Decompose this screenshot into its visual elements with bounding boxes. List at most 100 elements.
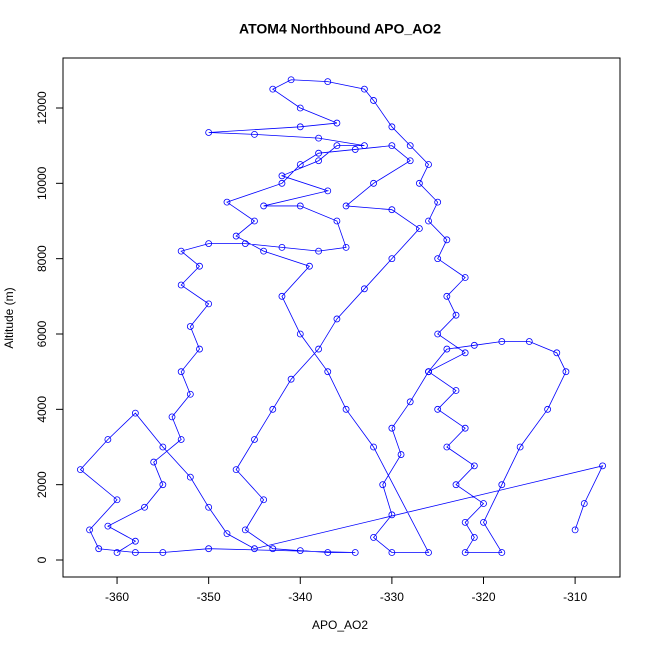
x-tick-label: -340 bbox=[288, 590, 312, 604]
data-point bbox=[296, 161, 304, 168]
data-point bbox=[461, 424, 469, 432]
data-point bbox=[470, 462, 478, 470]
data-point bbox=[296, 104, 304, 112]
data-point bbox=[205, 129, 213, 136]
data-point bbox=[168, 413, 176, 421]
data-point bbox=[388, 206, 396, 214]
data-point bbox=[113, 549, 121, 556]
data-point bbox=[452, 311, 460, 319]
data-point bbox=[141, 503, 148, 511]
data-point bbox=[370, 179, 377, 187]
data-point bbox=[553, 349, 561, 357]
data-point bbox=[406, 398, 414, 406]
x-tick-label: -320 bbox=[471, 590, 495, 604]
data-point bbox=[260, 496, 268, 504]
data-point bbox=[498, 549, 506, 556]
data-point bbox=[461, 549, 469, 556]
data-point bbox=[425, 161, 432, 168]
data-point bbox=[333, 315, 341, 323]
data-point bbox=[269, 85, 277, 93]
data-point bbox=[177, 247, 185, 255]
data-point bbox=[315, 345, 322, 353]
data-point bbox=[159, 549, 167, 556]
data-point bbox=[361, 85, 368, 93]
data-point bbox=[159, 443, 167, 451]
data-point bbox=[159, 481, 167, 489]
data-point bbox=[461, 349, 469, 357]
data-point bbox=[186, 473, 194, 481]
data-point bbox=[388, 255, 396, 263]
data-point bbox=[388, 511, 396, 519]
data-point bbox=[324, 78, 332, 86]
data-point bbox=[525, 338, 533, 345]
data-point bbox=[205, 503, 213, 511]
data-point bbox=[205, 240, 213, 247]
data-point bbox=[351, 146, 359, 153]
data-point bbox=[131, 409, 139, 417]
data-point bbox=[205, 545, 213, 553]
data-point bbox=[131, 549, 139, 556]
data-point bbox=[104, 522, 112, 530]
data-point bbox=[434, 198, 442, 206]
data-point bbox=[443, 236, 451, 244]
data-point bbox=[77, 466, 84, 474]
data-point bbox=[388, 142, 396, 150]
data-point bbox=[251, 545, 258, 553]
data-point bbox=[388, 424, 396, 432]
data-point bbox=[306, 262, 313, 270]
data-point bbox=[333, 142, 341, 150]
data-point bbox=[241, 526, 249, 534]
data-point bbox=[113, 496, 121, 504]
data-point bbox=[251, 217, 258, 225]
data-point bbox=[425, 217, 432, 225]
data-point bbox=[480, 518, 487, 526]
data-point bbox=[599, 462, 606, 470]
y-tick-label: 0 bbox=[35, 556, 49, 563]
data-point bbox=[443, 345, 451, 353]
data-point bbox=[296, 547, 304, 554]
data-point bbox=[342, 202, 350, 210]
data-point bbox=[461, 274, 469, 281]
data-point bbox=[406, 142, 414, 150]
data-point bbox=[324, 549, 332, 556]
x-tick-label: -350 bbox=[197, 590, 221, 604]
y-tick-label: 8000 bbox=[35, 245, 49, 272]
y-tick-label: 4000 bbox=[35, 396, 49, 423]
data-point bbox=[223, 198, 231, 206]
data-point bbox=[324, 368, 332, 376]
y-tick-label: 6000 bbox=[35, 320, 49, 347]
data-point bbox=[251, 436, 258, 443]
data-point bbox=[104, 436, 112, 443]
data-point bbox=[315, 134, 322, 142]
data-point bbox=[388, 549, 396, 556]
data-point bbox=[287, 375, 295, 383]
data-point bbox=[251, 130, 258, 138]
data-point bbox=[461, 518, 469, 526]
data-point bbox=[86, 526, 93, 534]
data-point bbox=[278, 243, 286, 251]
data-point bbox=[260, 202, 268, 210]
data-point bbox=[278, 179, 286, 187]
data-point bbox=[150, 458, 158, 466]
data-point bbox=[342, 405, 350, 413]
data-point bbox=[342, 243, 350, 251]
data-point bbox=[361, 285, 368, 293]
data-point bbox=[232, 232, 240, 240]
data-point bbox=[388, 123, 396, 131]
data-point bbox=[415, 179, 423, 187]
data-point bbox=[196, 345, 203, 353]
data-point bbox=[470, 341, 478, 349]
data-point bbox=[324, 187, 332, 195]
data-point bbox=[415, 225, 423, 232]
data-point bbox=[296, 123, 304, 131]
data-point bbox=[425, 368, 432, 376]
data-point bbox=[443, 443, 451, 451]
data-point bbox=[196, 262, 203, 270]
data-point bbox=[406, 157, 414, 165]
data-line bbox=[79, 79, 604, 553]
data-point bbox=[269, 545, 277, 553]
y-tick-label: 12000 bbox=[35, 91, 49, 125]
data-point bbox=[278, 172, 286, 180]
data-point bbox=[287, 76, 295, 84]
